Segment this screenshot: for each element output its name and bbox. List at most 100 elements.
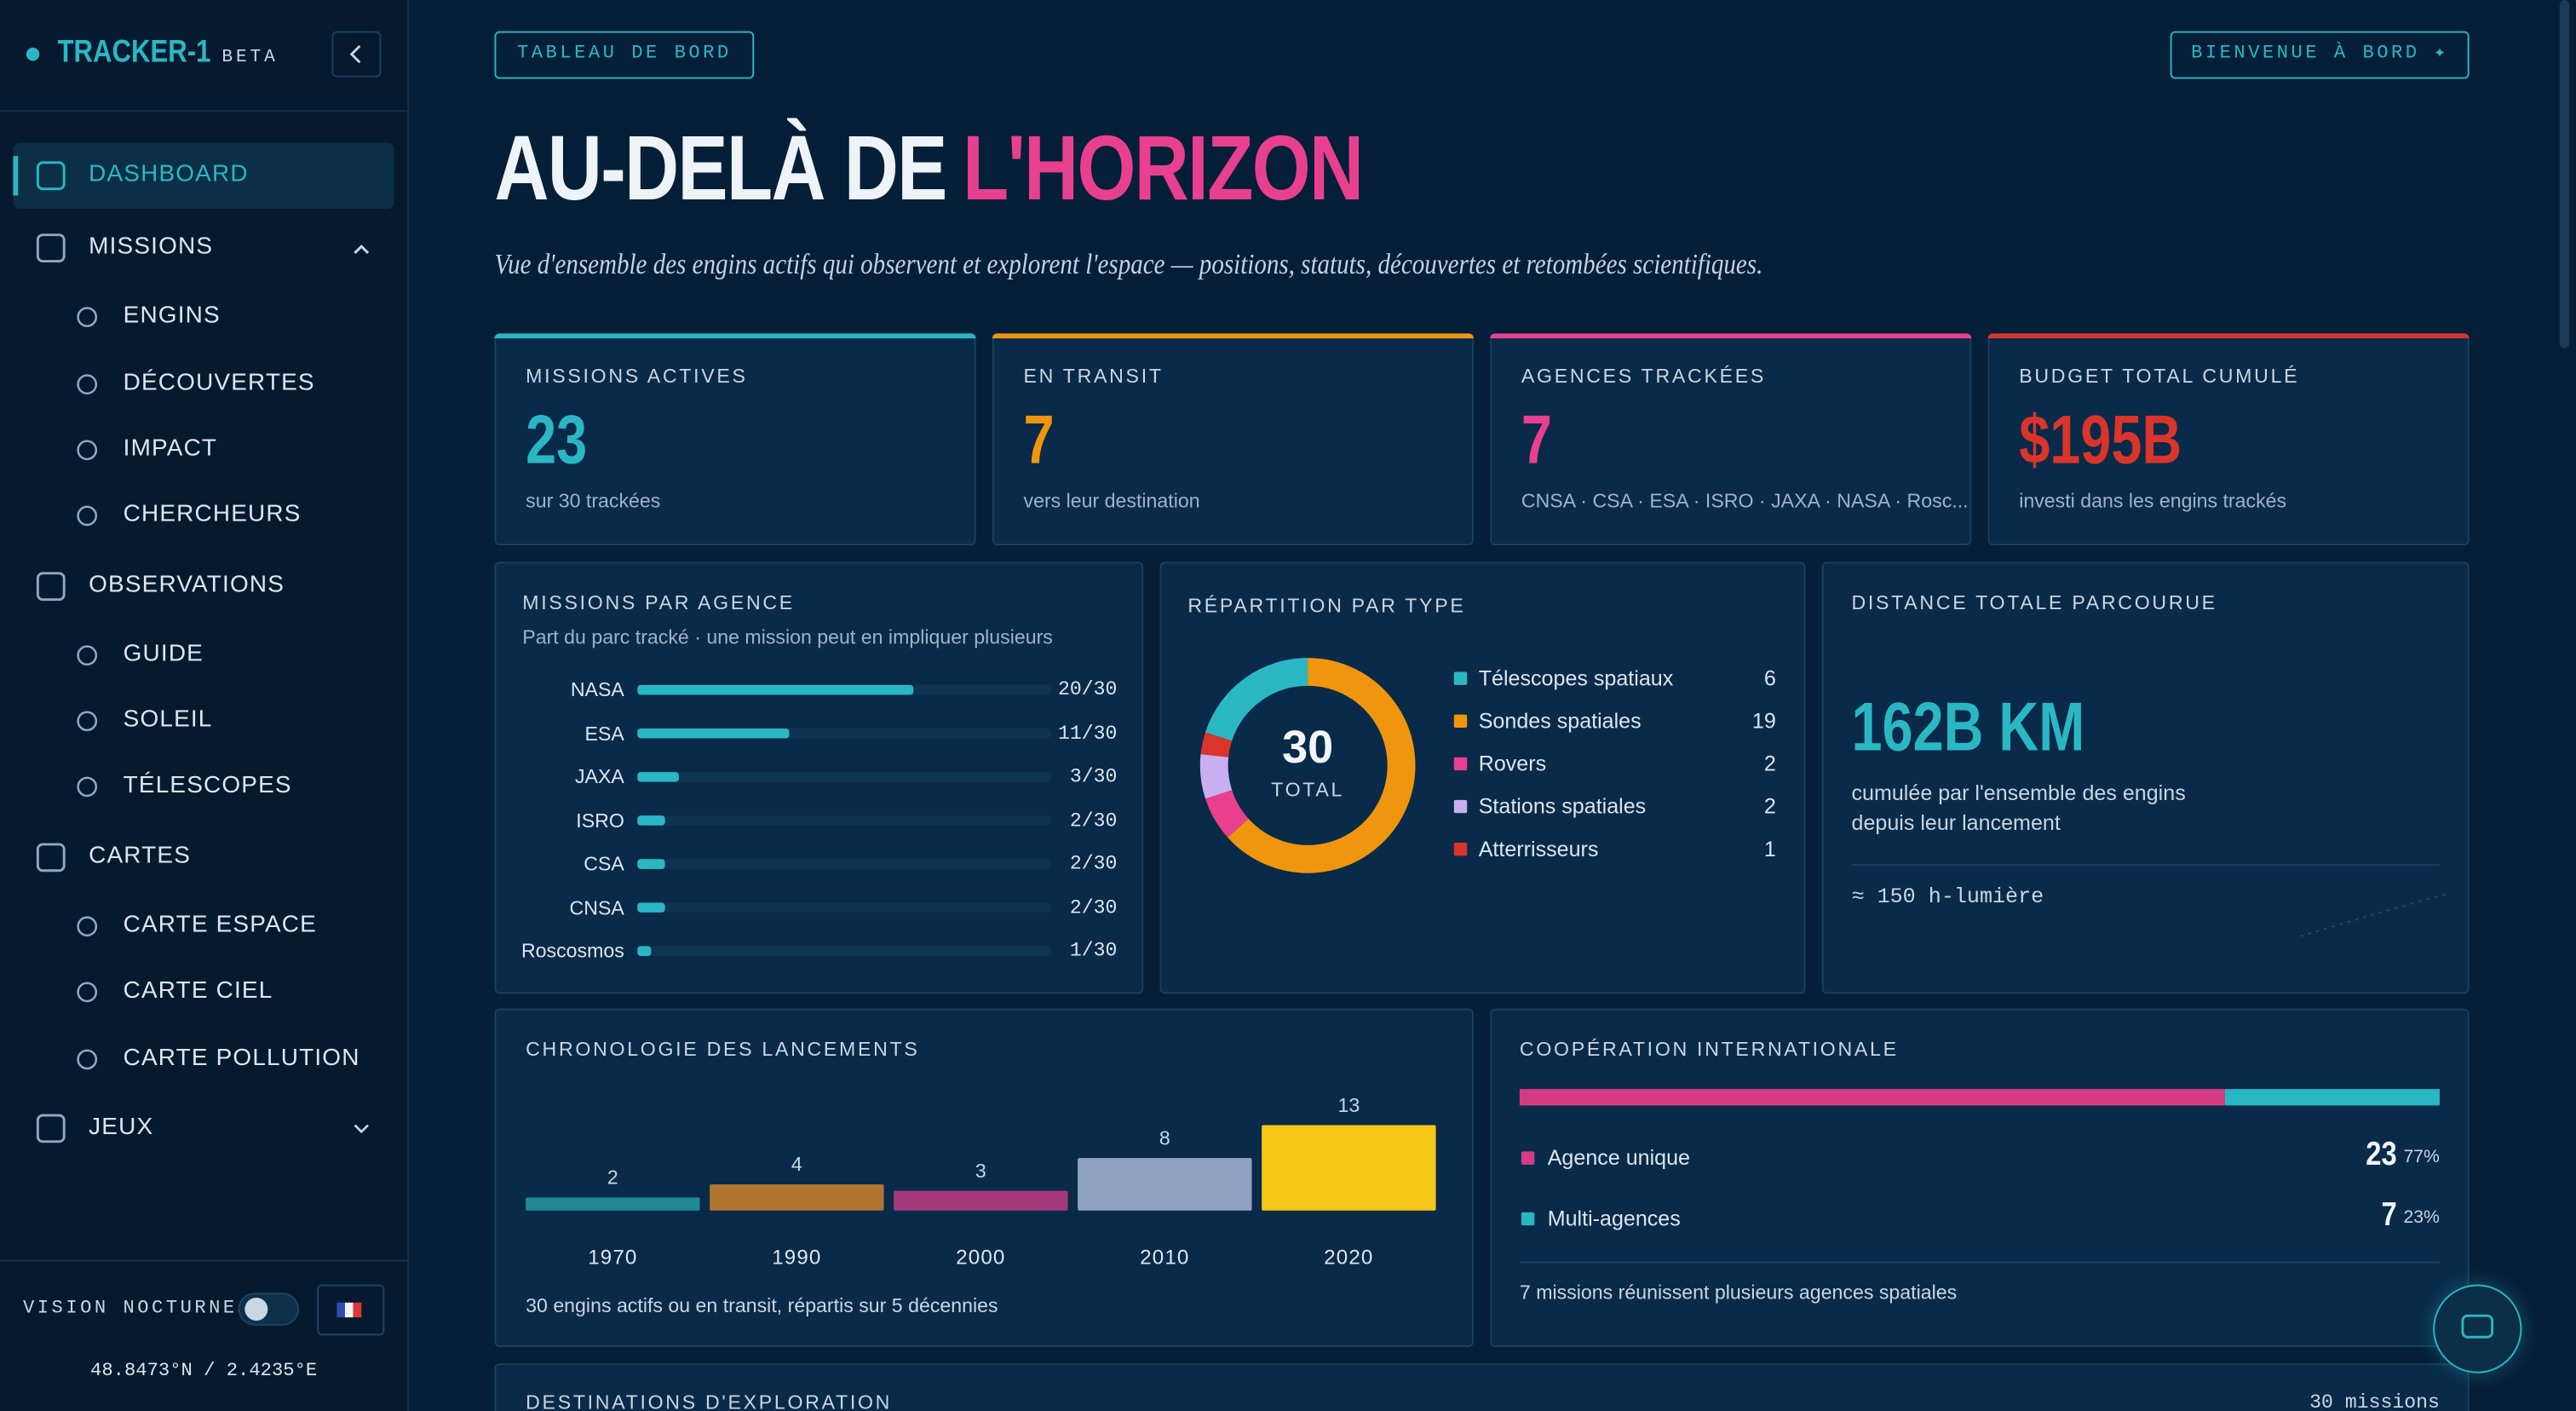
bar — [526, 1197, 700, 1211]
trajectory-decoration — [2299, 892, 2448, 937]
nav-item[interactable]: SOLEIL — [123, 706, 213, 734]
card-title: MISSIONS PAR AGENCE — [522, 590, 795, 614]
destinations-count: 30 missions — [2309, 1391, 2440, 1411]
value-label: 11/30 — [1057, 721, 1118, 745]
kpi-accent — [992, 333, 1474, 339]
nav-item[interactable]: CARTES — [89, 843, 192, 870]
chat-icon — [2461, 1314, 2494, 1339]
night-vision-label: VISION NOCTURNE — [22, 1298, 238, 1320]
x-tick-label: 2000 — [956, 1246, 1006, 1270]
nav-chevron — [354, 245, 369, 254]
nav-item[interactable]: OBSERVATIONS — [89, 572, 285, 599]
kpi-label: MISSIONS ACTIVES — [526, 364, 748, 388]
x-tick-label: 2020 — [1324, 1246, 1374, 1270]
bar-track — [637, 946, 1052, 956]
flag-white — [344, 1302, 354, 1318]
language-button[interactable] — [317, 1284, 385, 1336]
nav-item[interactable]: JEUX — [89, 1114, 154, 1141]
nav-item[interactable]: MISSIONS — [89, 233, 214, 261]
kpi-label: EN TRANSIT — [1023, 364, 1164, 388]
types-card — [1159, 562, 1806, 994]
donut-segment — [1199, 754, 1233, 799]
subtitle: Vue d'ensemble des engins actifs qui obs… — [494, 247, 1763, 280]
kpi-value: 23 — [526, 400, 588, 478]
nav-item[interactable]: CARTE POLLUTION — [123, 1045, 360, 1072]
nav-item[interactable]: GUIDE — [123, 641, 204, 668]
value-label: 2/30 — [1069, 896, 1118, 919]
nav-item[interactable]: ENGINS — [123, 302, 221, 330]
card-note: 7 missions réunissent plusieurs agences … — [1519, 1281, 1958, 1304]
donut-segment — [1228, 658, 1416, 873]
nav-item[interactable]: CARTE CIEL — [123, 977, 273, 1005]
kpi-accent — [1987, 333, 2470, 339]
kpi-card — [1987, 333, 2470, 546]
nav-item[interactable]: TÉLESCOPES — [123, 772, 292, 799]
distance-note: cumulée par l'ensemble des engins — [1851, 780, 2186, 806]
distance-card — [1821, 562, 2470, 994]
share-percent: 77% — [2403, 1147, 2440, 1167]
nav-icon — [77, 776, 98, 798]
collapse-button[interactable] — [331, 31, 382, 78]
collapse-icon — [349, 44, 361, 64]
kpi-card — [494, 333, 976, 546]
nav-item[interactable]: IMPACT — [123, 435, 218, 463]
kpi-value: $195B — [2019, 400, 2182, 478]
donut-total-label: TOTAL — [1271, 778, 1345, 802]
share-percent: 23% — [2403, 1207, 2440, 1228]
bar — [1262, 1125, 1436, 1211]
divider — [1851, 864, 2440, 866]
card-title: DISTANCE TOTALE PARCOURUE — [1851, 590, 2217, 614]
bar — [637, 859, 665, 869]
agency-name: CSA — [584, 852, 624, 876]
nav-icon — [77, 307, 98, 327]
legend-swatch — [1453, 799, 1468, 814]
cooperation-card — [1490, 1008, 2470, 1347]
tag-button[interactable] — [494, 31, 755, 79]
nav-icon — [36, 572, 66, 602]
value-label: 2/30 — [1069, 809, 1118, 832]
legend-label: Rovers — [1478, 751, 1547, 776]
card-title: RÉPARTITION PAR TYPE — [1187, 594, 1466, 618]
bar-track — [637, 902, 1052, 913]
nav-icon — [36, 161, 66, 191]
legend-label: Agence unique — [1547, 1145, 1691, 1171]
legend-label: Atterrisseurs — [1478, 836, 1599, 861]
bar — [637, 902, 665, 913]
bar — [637, 728, 790, 739]
bar — [710, 1184, 884, 1211]
toggle-knob — [244, 1297, 268, 1321]
title-part-b: L'HORIZON — [962, 115, 1364, 220]
divider — [0, 1259, 408, 1262]
legend-label: Sondes spatiales — [1478, 708, 1642, 734]
legend-label: Stations spatiales — [1478, 793, 1647, 819]
nav-icon — [77, 440, 98, 461]
brand-dot — [26, 47, 40, 61]
nav-item[interactable]: DÉCOUVERTES — [123, 370, 315, 397]
legend-value: 19 — [1751, 708, 1776, 734]
coordinates: 48.8473°N / 2.4235°E — [90, 1360, 318, 1382]
nav-item[interactable]: CHERCHEURS — [123, 501, 302, 528]
bar-track — [637, 815, 1052, 826]
chat-button[interactable] — [2433, 1284, 2522, 1374]
distance-value: 162B KM — [1851, 688, 2085, 765]
kpi-card — [1490, 333, 1972, 546]
nav-item[interactable]: DASHBOARD — [89, 161, 249, 188]
nav-icon — [77, 505, 98, 527]
x-tick-label: 1970 — [588, 1246, 638, 1270]
nav-active-bg — [13, 142, 394, 209]
kpi-accent — [494, 333, 976, 339]
value-label: 4 — [791, 1152, 802, 1176]
nav-item[interactable]: CARTE ESPACE — [123, 912, 317, 939]
card-title: CHRONOLOGIE DES LANCEMENTS — [526, 1038, 920, 1061]
flag-red — [353, 1302, 362, 1318]
welcome-button[interactable] — [2170, 31, 2470, 79]
kpi-label: BUDGET TOTAL CUMULÉ — [2019, 364, 2300, 388]
welcome-label[interactable]: BIENVENUE À BORD ✦ — [2191, 43, 2449, 65]
bar — [637, 815, 665, 826]
nav-icon — [77, 645, 98, 666]
bar-track — [637, 859, 1052, 869]
tag-label[interactable]: TABLEAU DE BORD — [516, 43, 732, 65]
donut-total: 30 — [1282, 721, 1334, 773]
